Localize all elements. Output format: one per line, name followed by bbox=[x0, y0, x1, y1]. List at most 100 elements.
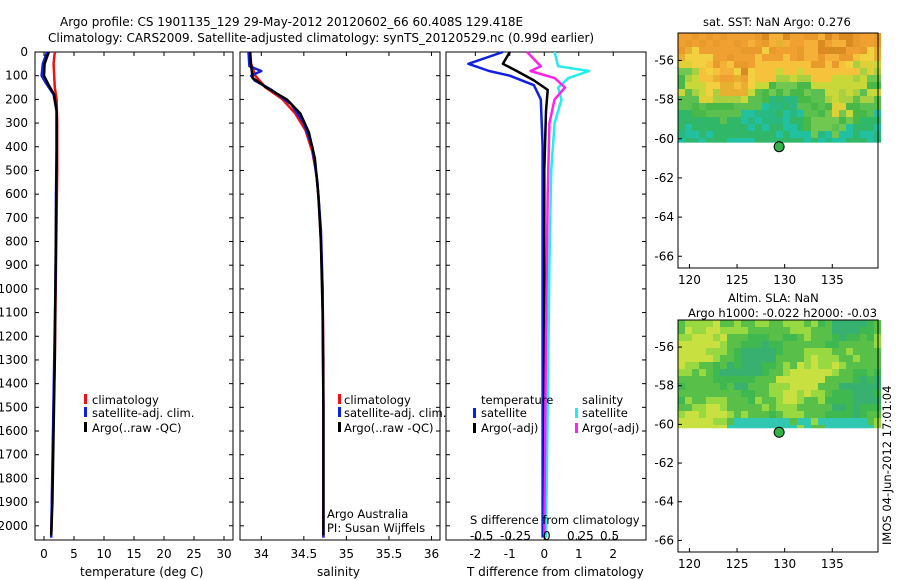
heatmap-cell bbox=[713, 369, 720, 376]
heatmap-cell bbox=[678, 117, 685, 124]
heatmap-cell bbox=[853, 54, 860, 61]
heatmap-cell bbox=[748, 103, 755, 110]
heatmap-cell bbox=[741, 418, 748, 425]
heatmap-cell bbox=[769, 376, 776, 383]
heatmap-cell bbox=[783, 68, 790, 75]
heatmap-cell bbox=[720, 117, 727, 124]
y-tick-label: 1700 bbox=[0, 448, 28, 462]
difference-axes bbox=[445, 51, 647, 541]
heatmap-cell bbox=[706, 355, 713, 362]
sla-map-title: Altim. SLA: NaN bbox=[728, 291, 819, 305]
heatmap-cell bbox=[748, 369, 755, 376]
series-line-t-argo bbox=[501, 51, 549, 536]
heatmap-cell bbox=[846, 110, 853, 117]
heatmap-cell bbox=[860, 117, 867, 124]
heatmap-cell bbox=[769, 362, 776, 369]
heatmap-cell bbox=[769, 425, 776, 429]
heatmap-cell bbox=[776, 82, 783, 89]
y-tick-label: -66 bbox=[654, 249, 674, 263]
heatmap-cell bbox=[811, 68, 818, 75]
heatmap-cell bbox=[804, 33, 811, 40]
heatmap-cell bbox=[832, 362, 839, 369]
heatmap-cell bbox=[853, 124, 860, 131]
heatmap-cell bbox=[790, 68, 797, 75]
heatmap-cell bbox=[797, 404, 804, 411]
heatmap-cell bbox=[867, 397, 874, 404]
heatmap-cell bbox=[720, 110, 727, 117]
heatmap-cell bbox=[699, 362, 706, 369]
heatmap-cell bbox=[804, 103, 811, 110]
series-line-satellite bbox=[247, 51, 325, 538]
x-tick-label: 10 bbox=[96, 547, 111, 561]
heatmap-cell bbox=[741, 82, 748, 89]
heatmap-cell bbox=[727, 397, 734, 404]
heatmap-cell bbox=[776, 376, 783, 383]
heatmap-cell bbox=[678, 124, 685, 131]
heatmap-cell bbox=[755, 404, 762, 411]
heatmap-cell bbox=[713, 89, 720, 96]
y-tick-label: -62 bbox=[654, 456, 674, 470]
x-tick-label: 5 bbox=[70, 547, 78, 561]
heatmap-cell bbox=[846, 404, 853, 411]
heatmap-cell bbox=[762, 124, 769, 131]
heatmap-cell bbox=[727, 131, 734, 138]
heatmap-cell bbox=[783, 425, 790, 429]
heatmap-cell bbox=[797, 110, 804, 117]
heatmap-cell bbox=[846, 82, 853, 89]
heatmap-cell bbox=[769, 47, 776, 54]
heatmap-cell bbox=[678, 355, 685, 362]
salinity-legend: climatology satellite-adj. clim. Argo(..… bbox=[338, 393, 446, 435]
heatmap-cell bbox=[790, 138, 797, 143]
legend-label: satellite bbox=[582, 406, 628, 420]
heatmap-cell bbox=[790, 40, 797, 47]
heatmap-cell bbox=[818, 404, 825, 411]
heatmap-cell bbox=[769, 61, 776, 68]
heatmap-cell bbox=[846, 411, 853, 418]
heatmap-cell bbox=[797, 334, 804, 341]
heatmap-cell bbox=[860, 341, 867, 348]
heatmap-cell bbox=[783, 334, 790, 341]
heatmap-cell bbox=[755, 68, 762, 75]
x-tick-label: 2 bbox=[609, 547, 617, 561]
heatmap-cell bbox=[867, 341, 874, 348]
heatmap-cell bbox=[811, 47, 818, 54]
heatmap-cell bbox=[860, 103, 867, 110]
heatmap-cell bbox=[804, 40, 811, 47]
heatmap-cell bbox=[727, 138, 734, 143]
heatmap-cell bbox=[776, 40, 783, 47]
heatmap-cell bbox=[692, 82, 699, 89]
heatmap-cell bbox=[678, 404, 685, 411]
heatmap-cell bbox=[727, 362, 734, 369]
difference-legend: temperature salinity satellite Argo(-adj… bbox=[473, 393, 639, 435]
heatmap-cell bbox=[713, 390, 720, 397]
heatmap-cell bbox=[804, 320, 811, 327]
heatmap-cell bbox=[832, 117, 839, 124]
heatmap-cell bbox=[762, 40, 769, 47]
heatmap-cell bbox=[678, 131, 685, 138]
heatmap-cell bbox=[692, 40, 699, 47]
heatmap-cell bbox=[706, 82, 713, 89]
heatmap-cell bbox=[727, 390, 734, 397]
heatmap-cell bbox=[769, 82, 776, 89]
heatmap-cell bbox=[699, 89, 706, 96]
heatmap-cell bbox=[748, 96, 755, 103]
heatmap-cell bbox=[699, 327, 706, 334]
heatmap-cell bbox=[706, 341, 713, 348]
heatmap-cell bbox=[734, 369, 741, 376]
heatmap-cell bbox=[678, 82, 685, 89]
heatmap-cell bbox=[776, 404, 783, 411]
heatmap-cell bbox=[825, 124, 832, 131]
heatmap-cell bbox=[776, 320, 783, 327]
heatmap-cell bbox=[734, 68, 741, 75]
heatmap-cell bbox=[797, 131, 804, 138]
heatmap-cell bbox=[776, 418, 783, 425]
heatmap-cell bbox=[713, 82, 720, 89]
heatmap-cell bbox=[839, 33, 846, 40]
heatmap-cell bbox=[720, 75, 727, 82]
heatmap-cell bbox=[839, 89, 846, 96]
heatmap-cell bbox=[741, 68, 748, 75]
heatmap-cell bbox=[832, 103, 839, 110]
heatmap-cell bbox=[839, 96, 846, 103]
heatmap-cell bbox=[832, 383, 839, 390]
heatmap-cell bbox=[713, 341, 720, 348]
